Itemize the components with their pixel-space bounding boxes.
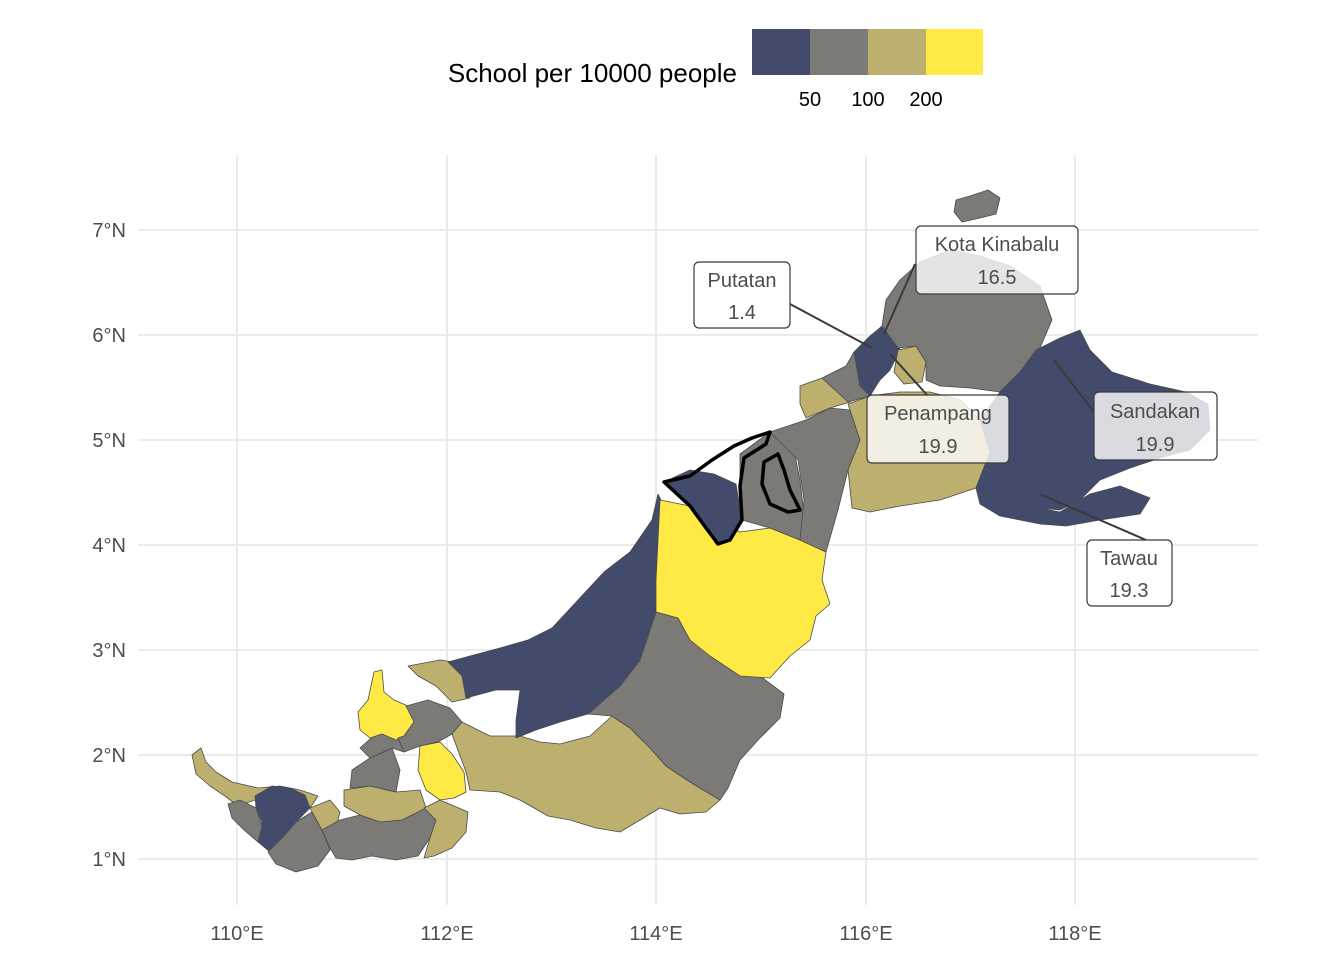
callout-box	[915, 225, 1079, 295]
map-region	[417, 741, 467, 801]
map-region	[953, 189, 1001, 223]
callout-leader-sandakan	[1053, 359, 1095, 413]
map-region	[975, 485, 1151, 527]
callout-name: Sandakan	[1110, 401, 1200, 423]
callout-name: Penampang	[884, 403, 992, 425]
legend-swatch-4	[926, 29, 983, 75]
x-tick-label: 112°E	[420, 923, 473, 945]
callout-value: 19.9	[919, 436, 958, 458]
callout-leaders	[789, 263, 1147, 541]
callout-kota-kinabalu: Kota Kinabalu 16.5	[915, 225, 1079, 295]
callout-name: Putatan	[708, 270, 777, 292]
callout-leader-putatan	[789, 303, 873, 349]
map-region	[451, 715, 721, 833]
callout-box	[693, 261, 791, 329]
callout-putatan: Putatan 1.4	[693, 261, 791, 329]
callout-penampang: Penampang 19.9	[866, 394, 1010, 464]
brunei-border	[662, 430, 772, 546]
legend-tick-label: 100	[851, 89, 884, 111]
map-regions	[191, 189, 1211, 873]
y-axis-labels: 7°N 6°N 5°N 4°N 3°N 2°N 1°N	[92, 220, 126, 871]
callout-leader-kota-kinabalu	[883, 263, 916, 335]
callout-value: 19.3	[1110, 580, 1149, 602]
map-region	[655, 499, 831, 679]
y-tick-label: 5°N	[92, 430, 126, 452]
callout-value: 16.5	[978, 267, 1017, 289]
y-tick-label: 3°N	[92, 640, 126, 662]
callout-value: 19.9	[1136, 434, 1175, 456]
callout-sandakan: Sandakan 19.9	[1093, 391, 1218, 461]
y-tick-label: 4°N	[92, 535, 126, 557]
x-tick-label: 114°E	[629, 923, 682, 945]
callout-box	[1093, 391, 1218, 461]
callout-box	[866, 394, 1010, 464]
x-tick-label: 118°E	[1048, 923, 1101, 945]
callout-tawau: Tawau 19.3	[1086, 539, 1173, 607]
legend-swatch-1	[752, 29, 810, 75]
map-region	[423, 799, 469, 859]
legend-swatch-2	[810, 29, 868, 75]
y-tick-label: 6°N	[92, 325, 126, 347]
callout-name: Kota Kinabalu	[935, 234, 1060, 256]
callout-leader-tawau	[1039, 493, 1147, 541]
callout-leader-penampang	[889, 353, 929, 397]
callout-name: Tawau	[1100, 548, 1158, 570]
x-axis-labels: 110°E 112°E 114°E 116°E 118°E	[210, 923, 1101, 945]
map-region	[227, 799, 263, 843]
y-tick-label: 7°N	[92, 220, 126, 242]
legend-tick-label: 50	[799, 89, 821, 111]
brunei-outline	[662, 430, 802, 546]
x-tick-label: 116°E	[839, 923, 892, 945]
legend-title: School per 10000 people	[448, 58, 737, 88]
x-tick-label: 110°E	[210, 923, 263, 945]
map-region	[407, 659, 471, 703]
y-tick-label: 1°N	[92, 849, 126, 871]
y-tick-label: 2°N	[92, 745, 126, 767]
legend-swatch-3	[868, 29, 926, 75]
callout-box	[1086, 539, 1173, 607]
callout-value: 1.4	[728, 302, 756, 324]
brunei-temburong-border	[760, 452, 802, 514]
legend-tick-label: 200	[909, 89, 942, 111]
map-region	[357, 669, 415, 741]
legend: School per 10000 people 50 100 200	[448, 29, 983, 111]
